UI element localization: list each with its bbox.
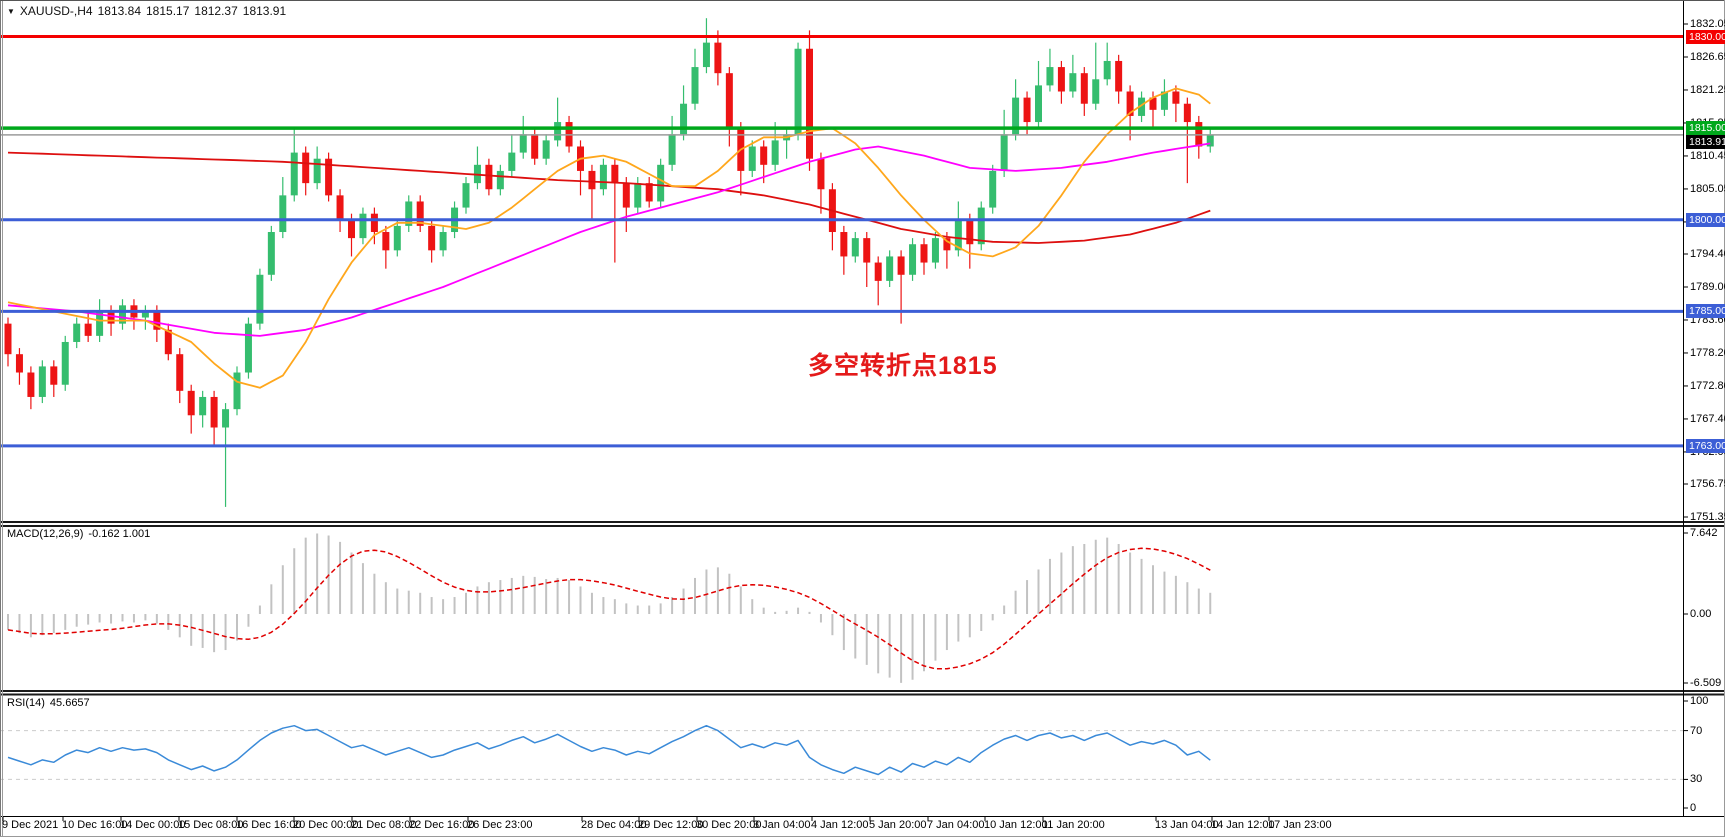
ohlc-open: 1813.84: [97, 4, 141, 18]
time-tick-label: 13 Jan 04:00: [1155, 819, 1219, 831]
macd-axis-label: -6.509: [1690, 676, 1722, 689]
price-level-badge: 1785.00: [1686, 304, 1725, 319]
rsi-axis-label: 30: [1690, 773, 1703, 786]
macd-axis-label: 7.642: [1690, 527, 1718, 539]
price-tick-label: 1826.65: [1690, 50, 1725, 63]
axis-ticks-layer: [2, 23, 1688, 821]
macd-layer: [7, 533, 1212, 683]
time-tick-label: 30 Dec 20:00: [696, 819, 762, 831]
time-tick-label: 14 Dec 00:00: [120, 819, 186, 831]
price-level-badge: 1800.00: [1686, 212, 1725, 227]
price-level-badge: 1830.00: [1686, 29, 1725, 44]
symbol-info[interactable]: ▼ XAUUSD-,H4 1813.84 1815.17 1812.37 1813.91: [7, 4, 291, 18]
rsi-axis-label: 70: [1690, 724, 1703, 737]
time-tick-label: 14 Jan 12:00: [1211, 819, 1275, 831]
price-level-badge: 1815.00: [1686, 121, 1725, 136]
ohlc-high: 1815.17: [146, 4, 190, 18]
price-tick-label: 1789.00: [1690, 280, 1725, 293]
time-tick-label: 21 Dec 08:00: [351, 819, 417, 831]
time-tick-label: 7 Jan 04:00: [927, 819, 985, 831]
rsi-axis-label: 100: [1690, 695, 1709, 707]
rsi-value: 45.6657: [49, 697, 90, 709]
price-tick-label: 1810.45: [1690, 149, 1725, 162]
time-tick-label: 17 Jan 23:00: [1268, 819, 1332, 831]
ohlc-low: 1812.37: [194, 4, 238, 18]
price-level-badge: 1813.91: [1686, 135, 1725, 150]
time-tick-label: 26 Dec 23:00: [467, 819, 533, 831]
time-tick-label: 10 Jan 12:00: [984, 819, 1048, 831]
time-tick-label: 5 Jan 20:00: [869, 819, 927, 831]
price-tick-label: 1821.25: [1690, 83, 1725, 96]
macd-indicator-label: MACD(12,26,9) -0.162 1.001: [7, 528, 155, 540]
price-tick-label: 1832.05: [1690, 18, 1725, 30]
price-tick-label: 1756.75: [1690, 478, 1725, 490]
candles-layer: [4, 18, 1214, 507]
rsi-axis-label: 0: [1690, 802, 1697, 814]
time-tick-label: 11 Jan 20:00: [1042, 819, 1105, 831]
macd-title: MACD(12,26,9): [7, 528, 84, 540]
rsi-title: RSI(14): [7, 697, 45, 709]
price-tick-label: 1772.80: [1690, 379, 1725, 392]
time-tick-label: 3 Jan 04:00: [753, 819, 811, 831]
macd-axis-label: 0.00: [1690, 608, 1712, 620]
level-lines-layer: [0, 35, 1683, 448]
price-tick-label: 1805.05: [1690, 182, 1725, 195]
time-tick-label: 22 Dec 16:00: [409, 819, 475, 831]
time-tick-label: 15 Dec 08:00: [178, 819, 244, 831]
time-tick-label: 29 Dec 12:00: [638, 819, 704, 831]
time-tick-label: 20 Dec 00:00: [293, 819, 359, 831]
price-level-badge: 1763.00: [1686, 438, 1725, 453]
time-tick-label: 28 Dec 04:00: [581, 819, 647, 831]
time-tick-label: 4 Jan 12:00: [811, 819, 869, 831]
price-tick-label: 1794.40: [1690, 248, 1725, 260]
ohlc-close: 1813.91: [242, 4, 287, 18]
time-tick-label: 10 Dec 16:00: [62, 819, 128, 831]
price-tick-label: 1767.40: [1690, 412, 1725, 425]
annotation-text[interactable]: 多空转折点1815: [808, 352, 998, 380]
rsi-indicator-label: RSI(14) 45.6657: [7, 697, 95, 709]
chart-dropdown-icon[interactable]: ▼: [7, 7, 15, 16]
time-tick-label: 9 Dec 2021: [2, 819, 59, 831]
price-tick-label: 1778.20: [1690, 346, 1725, 359]
moving-averages-layer: [7, 87, 1211, 389]
price-tick-label: 1751.35: [1690, 510, 1725, 523]
rsi-layer: [0, 724, 1683, 780]
symbol-name: XAUUSD-,H4: [19, 4, 93, 18]
macd-values: -0.162 1.001: [88, 528, 151, 540]
time-tick-label: 16 Dec 16:00: [236, 819, 302, 831]
